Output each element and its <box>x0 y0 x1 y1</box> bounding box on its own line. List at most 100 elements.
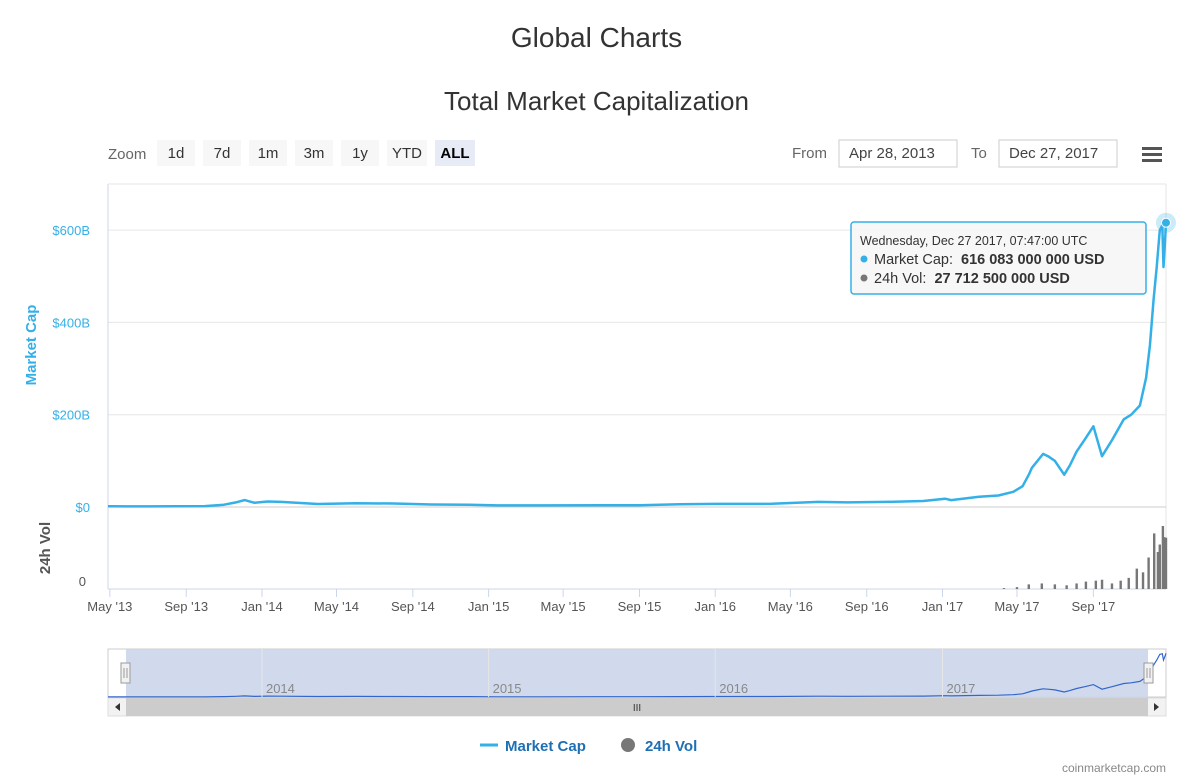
x-axis-ticks: May '13 Sep '13 Jan '14 May '14 Sep '14 Jan '… <box>87 589 1115 614</box>
tooltip-mcap-label: Market Cap: <box>874 252 953 268</box>
svg-text:24h Vol: 27 712 500 000: 24h Vol: 27 712 500 000 USD <box>874 271 1070 287</box>
zoom-button-label: 3m <box>304 145 325 162</box>
x-tick-label: Jan '16 <box>694 599 736 614</box>
from-date-value: Apr 28, 2013 <box>849 145 935 162</box>
zoom-button-bg <box>341 140 379 166</box>
scrollbar-right-arrow-icon[interactable] <box>1154 703 1159 711</box>
x-tick-label: Sep '15 <box>618 599 662 614</box>
chart-title: Total Market Capitalization <box>444 86 749 116</box>
y-axis-title: Market Cap <box>23 305 40 386</box>
scrollbar-thumb[interactable] <box>126 698 1148 716</box>
legend-circle-icon <box>621 738 635 752</box>
zoom-button-7d[interactable]: 7d <box>203 140 241 166</box>
navigator-labels: 2014 2015 2016 2017 <box>261 649 975 697</box>
hamburger-menu-icon[interactable] <box>1140 146 1164 162</box>
volume-bar <box>1100 579 1104 589</box>
navigator-series <box>108 652 1167 698</box>
y-tick-label: $600B <box>52 223 90 238</box>
zoom-button-label: 1m <box>258 145 279 162</box>
x-tick-label: Jan '15 <box>468 599 510 614</box>
page-heading: Global Charts <box>510 22 683 53</box>
zoom-button-label: 1y <box>352 145 368 162</box>
series-layer <box>107 212 1176 589</box>
y2-axis-title: 24h Vol <box>37 522 54 574</box>
x-tick-label: Sep '16 <box>845 599 889 614</box>
x-tick-label: May '13 <box>87 599 132 614</box>
data-tooltip: Wednesday, Dec 27 2017, 07:47:00 UTC Mar… <box>850 221 1147 295</box>
zoom-button-label: 7d <box>214 145 231 162</box>
x-tick-label: May '14 <box>314 599 359 614</box>
legend-label-market-cap: Market Cap <box>505 738 586 755</box>
navigator-selected-range[interactable] <box>126 649 1148 697</box>
zoom-button-bg <box>203 140 241 166</box>
y2-tick-label: 0 <box>79 574 86 589</box>
x-tick-label: May '15 <box>541 599 586 614</box>
volume-bar <box>1127 577 1130 589</box>
volume-bar <box>1110 583 1114 589</box>
zoom-button-bg <box>249 140 287 166</box>
zoom-button-all[interactable]: ALL <box>435 140 475 166</box>
scrollbar-left-arrow-icon[interactable] <box>115 703 120 711</box>
zoom-button-3m[interactable]: 3m <box>295 140 333 166</box>
tooltip-vol-marker <box>860 274 868 282</box>
x-tick-label: Sep '13 <box>164 599 208 614</box>
legend-item-market-cap[interactable]: Market Cap <box>480 738 586 755</box>
tooltip-date: Wednesday, Dec 27 2017, 07:47:00 UTC <box>860 234 1087 248</box>
navigator-right-handle[interactable] <box>1143 662 1154 684</box>
zoom-button-bg <box>387 140 427 166</box>
zoom-button-ytd[interactable]: YTD <box>387 140 427 166</box>
volume-bar <box>1135 568 1139 589</box>
volume-bar <box>1053 584 1057 589</box>
hover-point[interactable] <box>1161 217 1171 228</box>
navigator-left-handle[interactable] <box>120 662 131 684</box>
volume-bar <box>1084 581 1088 589</box>
navigator-year-label: 2014 <box>266 681 295 696</box>
zoom-button-1m[interactable]: 1m <box>249 140 287 166</box>
zoom-button-label: YTD <box>392 145 422 162</box>
legend-label-24h-vol: 24h Vol <box>645 738 697 755</box>
tooltip-vol-label: 24h Vol: <box>874 271 926 287</box>
volume-bar <box>1153 533 1156 589</box>
x-tick-label: Sep '14 <box>391 599 435 614</box>
x-tick-label: May '17 <box>994 599 1039 614</box>
navigator-year-label: 2017 <box>946 681 975 696</box>
to-date-value: Dec 27, 2017 <box>1009 145 1098 162</box>
volume-bar <box>1161 526 1165 589</box>
tooltip-vol-value: 27 712 500 000 USD <box>934 271 1069 287</box>
scrollbar[interactable]: III <box>107 697 1167 717</box>
tooltip-mcap-value: 616 083 000 000 USD <box>961 252 1105 268</box>
y-tick-label: $200B <box>52 408 90 423</box>
scrollbar-grip: III <box>633 703 641 714</box>
zoom-button-bg <box>295 140 333 166</box>
zoom-button-1d[interactable]: 1d <box>157 140 195 166</box>
to-date-input[interactable] <box>998 139 1118 168</box>
navigator[interactable]: 2014 2015 2016 2017 <box>107 648 1167 698</box>
legend-item-24h-vol[interactable]: 24h Vol <box>621 738 697 755</box>
svg-text:Market Cap: 616 083 000: Market Cap: 616 083 000 000 USD <box>874 252 1105 268</box>
volume-bar <box>1162 537 1166 589</box>
volume-bar <box>1002 588 1006 589</box>
volume-bar <box>1015 587 1019 589</box>
from-label: From <box>792 145 827 162</box>
zoom-button-bg <box>435 140 475 166</box>
volume-bar <box>1027 584 1030 589</box>
credits-link[interactable]: coinmarketcap.com <box>1062 761 1166 775</box>
tooltip-mcap-marker <box>860 255 868 263</box>
navigator-year-label: 2015 <box>493 681 522 696</box>
zoom-button-1y[interactable]: 1y <box>341 140 379 166</box>
zoom-button-label: ALL <box>440 145 469 162</box>
navigator-line <box>108 652 1167 698</box>
zoom-label: Zoom <box>108 146 146 163</box>
y-tick-label: $400B <box>52 315 90 330</box>
volume-bar <box>1075 583 1078 589</box>
volume-bar <box>1141 572 1145 589</box>
y-axis-ticks: $0 $200B $400B $600B 0 <box>52 223 90 589</box>
volume-bar <box>1164 537 1168 589</box>
x-tick-label: Jan '17 <box>922 599 964 614</box>
volume-bar <box>1158 544 1161 589</box>
market-cap-line <box>107 222 1168 508</box>
from-date-input[interactable] <box>838 139 958 168</box>
zoom-button-bg <box>157 140 195 166</box>
x-tick-label: May '16 <box>768 599 813 614</box>
